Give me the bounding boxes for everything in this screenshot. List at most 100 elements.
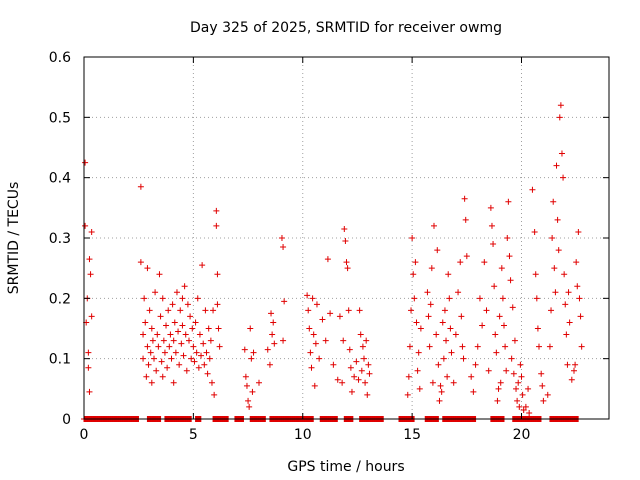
data-point	[187, 313, 194, 320]
data-point	[509, 304, 516, 311]
data-point	[163, 322, 170, 329]
data-point	[342, 238, 349, 245]
data-point	[516, 403, 523, 410]
data-point	[433, 331, 440, 338]
data-point	[450, 379, 457, 386]
data-point	[242, 373, 249, 380]
y-axis-label: SRMTID / TECUs	[6, 182, 22, 295]
data-point	[305, 307, 312, 314]
data-point	[564, 361, 571, 368]
data-point	[549, 235, 556, 241]
data-point	[499, 295, 506, 302]
data-point	[153, 367, 160, 374]
data-point	[462, 216, 469, 223]
data-point	[159, 295, 166, 302]
data-point	[201, 361, 208, 368]
data-point	[144, 265, 151, 272]
data-point	[193, 349, 200, 356]
data-point	[410, 271, 417, 278]
data-point	[560, 174, 567, 181]
data-point	[540, 397, 547, 404]
data-point	[428, 265, 435, 272]
data-point	[563, 331, 570, 338]
data-point	[439, 319, 446, 326]
data-point	[344, 265, 351, 272]
data-point	[182, 331, 189, 338]
data-point	[429, 379, 436, 386]
data-point	[365, 361, 372, 368]
data-point	[137, 259, 144, 266]
data-point	[515, 379, 522, 386]
data-point	[557, 102, 564, 109]
data-point	[534, 325, 541, 332]
data-point	[444, 373, 451, 380]
data-point	[496, 313, 503, 320]
data-point	[204, 370, 211, 377]
data-point	[452, 331, 459, 338]
data-point	[357, 331, 364, 338]
data-point	[506, 253, 513, 260]
y-tick-label: 0	[62, 412, 71, 428]
data-points	[81, 102, 585, 422]
data-point	[176, 361, 183, 368]
data-point	[502, 343, 509, 350]
data-point	[165, 307, 172, 314]
data-point	[562, 301, 569, 308]
data-point	[281, 298, 288, 305]
data-point	[468, 373, 475, 380]
data-point	[411, 295, 418, 302]
data-point	[497, 379, 504, 386]
data-point	[513, 385, 520, 392]
data-point	[184, 301, 191, 308]
data-point	[533, 295, 540, 302]
x-tick-label: 5	[189, 427, 198, 443]
data-point	[149, 337, 156, 344]
data-point	[436, 397, 443, 404]
data-point	[88, 228, 95, 235]
data-point	[202, 307, 209, 314]
data-point	[160, 337, 167, 344]
data-point	[324, 256, 331, 263]
data-point	[554, 216, 561, 223]
data-point	[485, 367, 492, 374]
data-point	[359, 343, 366, 350]
data-point	[316, 355, 323, 362]
data-point	[82, 159, 89, 166]
data-point	[491, 283, 498, 290]
data-point	[190, 343, 197, 350]
data-point	[461, 195, 468, 202]
data-point	[339, 379, 346, 386]
data-point	[195, 364, 202, 371]
data-point	[561, 271, 568, 278]
data-point	[427, 301, 434, 308]
data-point	[566, 319, 573, 326]
data-point	[505, 198, 512, 205]
data-point	[518, 373, 525, 380]
data-point	[304, 292, 311, 299]
data-point	[424, 289, 431, 296]
data-point	[330, 361, 337, 368]
data-point	[536, 343, 542, 350]
data-point	[519, 391, 526, 398]
data-point	[347, 364, 354, 371]
data-point	[508, 355, 515, 362]
data-point	[362, 379, 369, 386]
data-point	[448, 349, 455, 356]
data-point	[256, 379, 262, 386]
data-point	[404, 391, 411, 398]
data-point	[546, 343, 553, 350]
data-point	[495, 385, 502, 392]
data-point	[241, 346, 248, 353]
data-point	[196, 331, 203, 338]
x-axis-label: GPS time / hours	[287, 459, 404, 475]
data-point	[245, 397, 252, 404]
x-tick-label: 0	[80, 427, 89, 443]
data-point	[152, 289, 159, 296]
data-point	[558, 150, 565, 157]
data-point	[164, 364, 171, 371]
data-point	[483, 307, 490, 314]
data-point	[544, 391, 551, 398]
data-point	[215, 325, 222, 332]
data-point	[550, 198, 557, 205]
data-point	[271, 340, 278, 347]
